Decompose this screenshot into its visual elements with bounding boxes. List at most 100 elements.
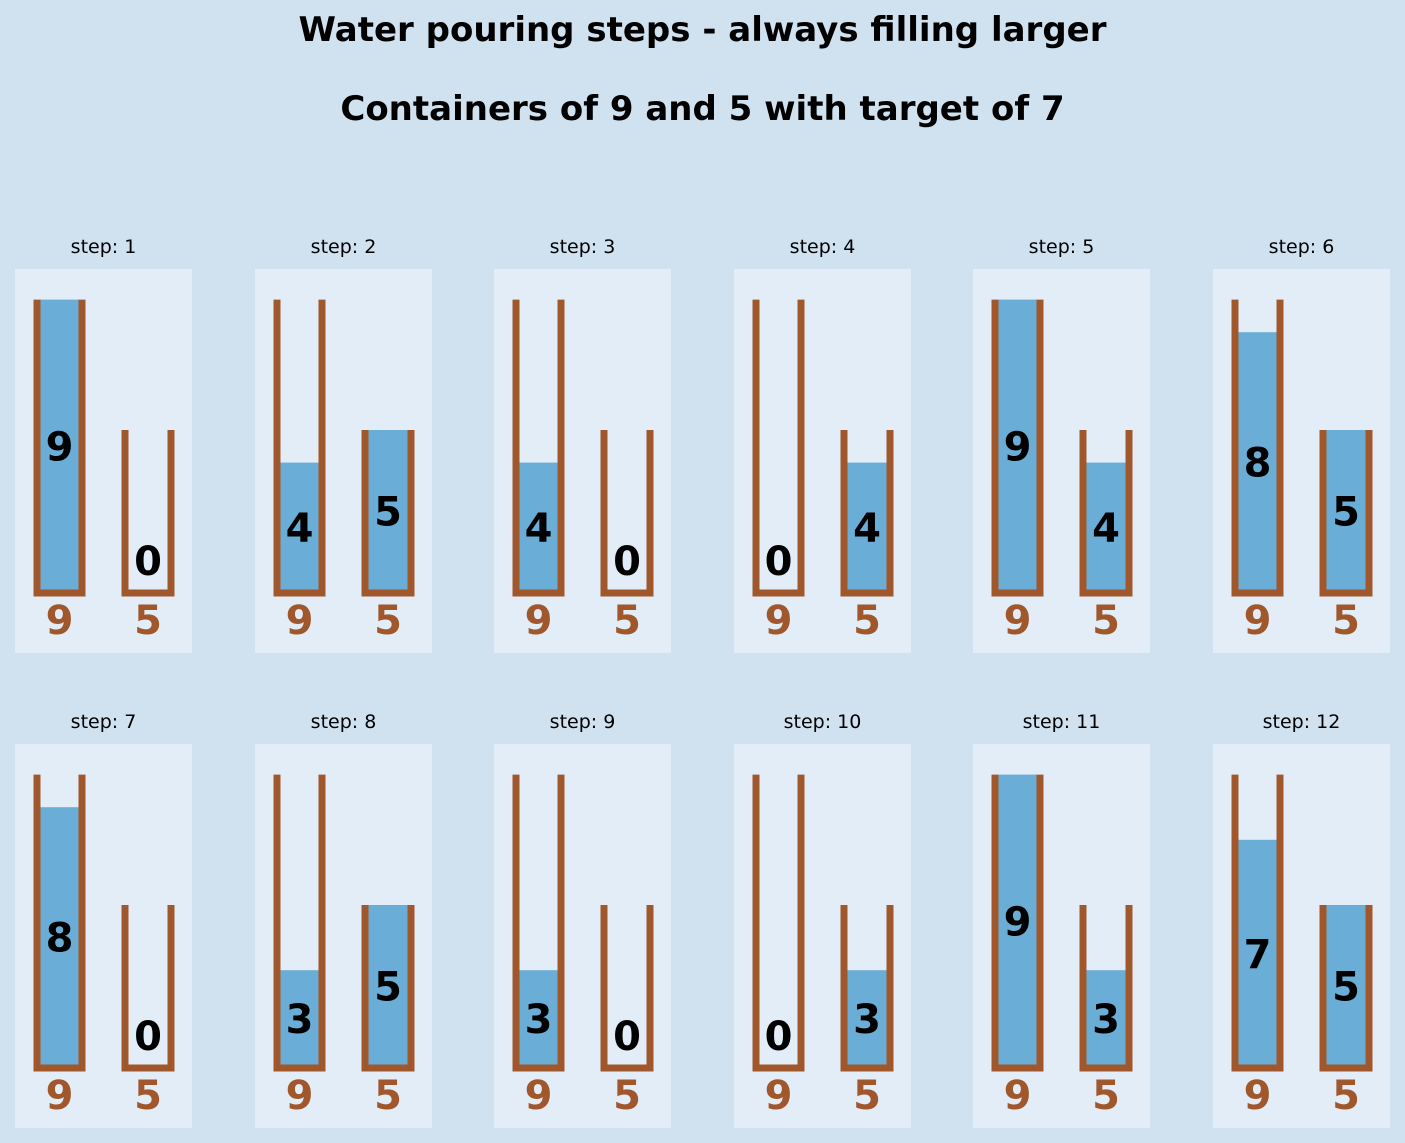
capacity-label: 5 bbox=[1092, 598, 1120, 644]
container-9: 49 bbox=[512, 299, 565, 644]
container-9: 99 bbox=[33, 299, 86, 644]
step-label: step: 6 bbox=[1268, 236, 1335, 258]
capacity-label: 9 bbox=[46, 1073, 74, 1119]
container-outline bbox=[121, 430, 175, 597]
water-fill bbox=[1086, 970, 1126, 1068]
container-outline bbox=[273, 299, 326, 597]
container-outline bbox=[991, 774, 1044, 1072]
container-outline bbox=[273, 774, 326, 1072]
level-value: 0 bbox=[613, 1014, 641, 1060]
water-fill bbox=[1238, 332, 1277, 593]
container-5: 55 bbox=[361, 430, 415, 644]
step-label: step: 10 bbox=[783, 711, 862, 733]
water-fill bbox=[1238, 839, 1277, 1068]
step-panel: step: 10 0 9 3 5 bbox=[734, 711, 911, 1128]
container-5: 05 bbox=[600, 905, 654, 1119]
container-outline bbox=[1079, 905, 1133, 1072]
step-label: step: 4 bbox=[789, 236, 856, 258]
capacity-label: 5 bbox=[374, 598, 402, 644]
container-9: 09 bbox=[752, 774, 805, 1119]
level-value: 5 bbox=[1332, 490, 1360, 536]
container-5: 35 bbox=[1079, 905, 1133, 1119]
capacity-label: 5 bbox=[853, 598, 881, 644]
capacity-label: 9 bbox=[525, 598, 553, 644]
capacity-label: 9 bbox=[765, 598, 793, 644]
container-9: 09 bbox=[752, 299, 805, 644]
level-value: 3 bbox=[286, 997, 314, 1043]
container-outline bbox=[512, 774, 565, 1072]
container-9: 89 bbox=[33, 774, 86, 1119]
container-outline bbox=[991, 299, 1044, 597]
capacity-label: 5 bbox=[613, 1073, 641, 1119]
water-fill bbox=[1326, 905, 1366, 1068]
step-panel: step: 12 7 9 5 5 bbox=[1213, 711, 1390, 1128]
capacity-label: 9 bbox=[1244, 1073, 1272, 1119]
water-fill bbox=[847, 462, 887, 593]
water-fill bbox=[519, 462, 558, 593]
level-value: 9 bbox=[46, 424, 74, 470]
container-outline bbox=[752, 774, 805, 1072]
capacity-label: 5 bbox=[1332, 598, 1360, 644]
capacity-label: 5 bbox=[1332, 1073, 1360, 1119]
water-fill bbox=[368, 430, 408, 593]
level-value: 0 bbox=[765, 1014, 793, 1060]
container-5: 05 bbox=[121, 430, 175, 644]
level-value: 4 bbox=[525, 506, 553, 552]
capacity-label: 9 bbox=[525, 1073, 553, 1119]
capacity-label: 9 bbox=[286, 598, 314, 644]
chart-title: Water pouring steps - always filling lar… bbox=[298, 10, 1107, 50]
step-label: step: 8 bbox=[310, 711, 377, 733]
step-panel: step: 11 9 9 3 5 bbox=[973, 711, 1150, 1128]
container-outline bbox=[1079, 430, 1133, 597]
level-value: 0 bbox=[613, 539, 641, 585]
container-9: 49 bbox=[273, 299, 326, 644]
level-value: 4 bbox=[1092, 506, 1120, 552]
container-5: 55 bbox=[1319, 905, 1373, 1119]
level-value: 4 bbox=[853, 506, 881, 552]
step-label: step: 5 bbox=[1028, 236, 1095, 258]
container-outline bbox=[752, 299, 805, 597]
container-5: 45 bbox=[840, 430, 894, 644]
level-value: 5 bbox=[1332, 965, 1360, 1011]
capacity-label: 5 bbox=[134, 1073, 162, 1119]
container-9: 39 bbox=[512, 774, 565, 1119]
container-outline bbox=[361, 905, 415, 1072]
level-value: 3 bbox=[853, 997, 881, 1043]
water-fill bbox=[280, 462, 319, 593]
container-5: 05 bbox=[121, 905, 175, 1119]
water-fill bbox=[847, 970, 887, 1068]
step-label: step: 7 bbox=[70, 711, 137, 733]
container-outline bbox=[1319, 430, 1373, 597]
container-5: 45 bbox=[1079, 430, 1133, 644]
container-outline bbox=[840, 905, 894, 1072]
level-value: 8 bbox=[46, 916, 74, 962]
water-fill bbox=[1326, 430, 1366, 593]
step-diagram: 39 5 5 bbox=[255, 744, 432, 1128]
level-value: 3 bbox=[525, 997, 553, 1043]
container-9: 39 bbox=[273, 774, 326, 1119]
container-9: 79 bbox=[1231, 774, 1284, 1119]
step-label: step: 12 bbox=[1262, 711, 1341, 733]
water-fill bbox=[519, 970, 558, 1068]
step-label: step: 9 bbox=[549, 711, 616, 733]
level-value: 5 bbox=[374, 965, 402, 1011]
level-value: 7 bbox=[1244, 932, 1272, 978]
container-outline bbox=[33, 774, 86, 1072]
capacity-label: 5 bbox=[374, 1073, 402, 1119]
level-value: 0 bbox=[134, 1014, 162, 1060]
water-fill bbox=[280, 970, 319, 1068]
level-value: 5 bbox=[374, 490, 402, 536]
